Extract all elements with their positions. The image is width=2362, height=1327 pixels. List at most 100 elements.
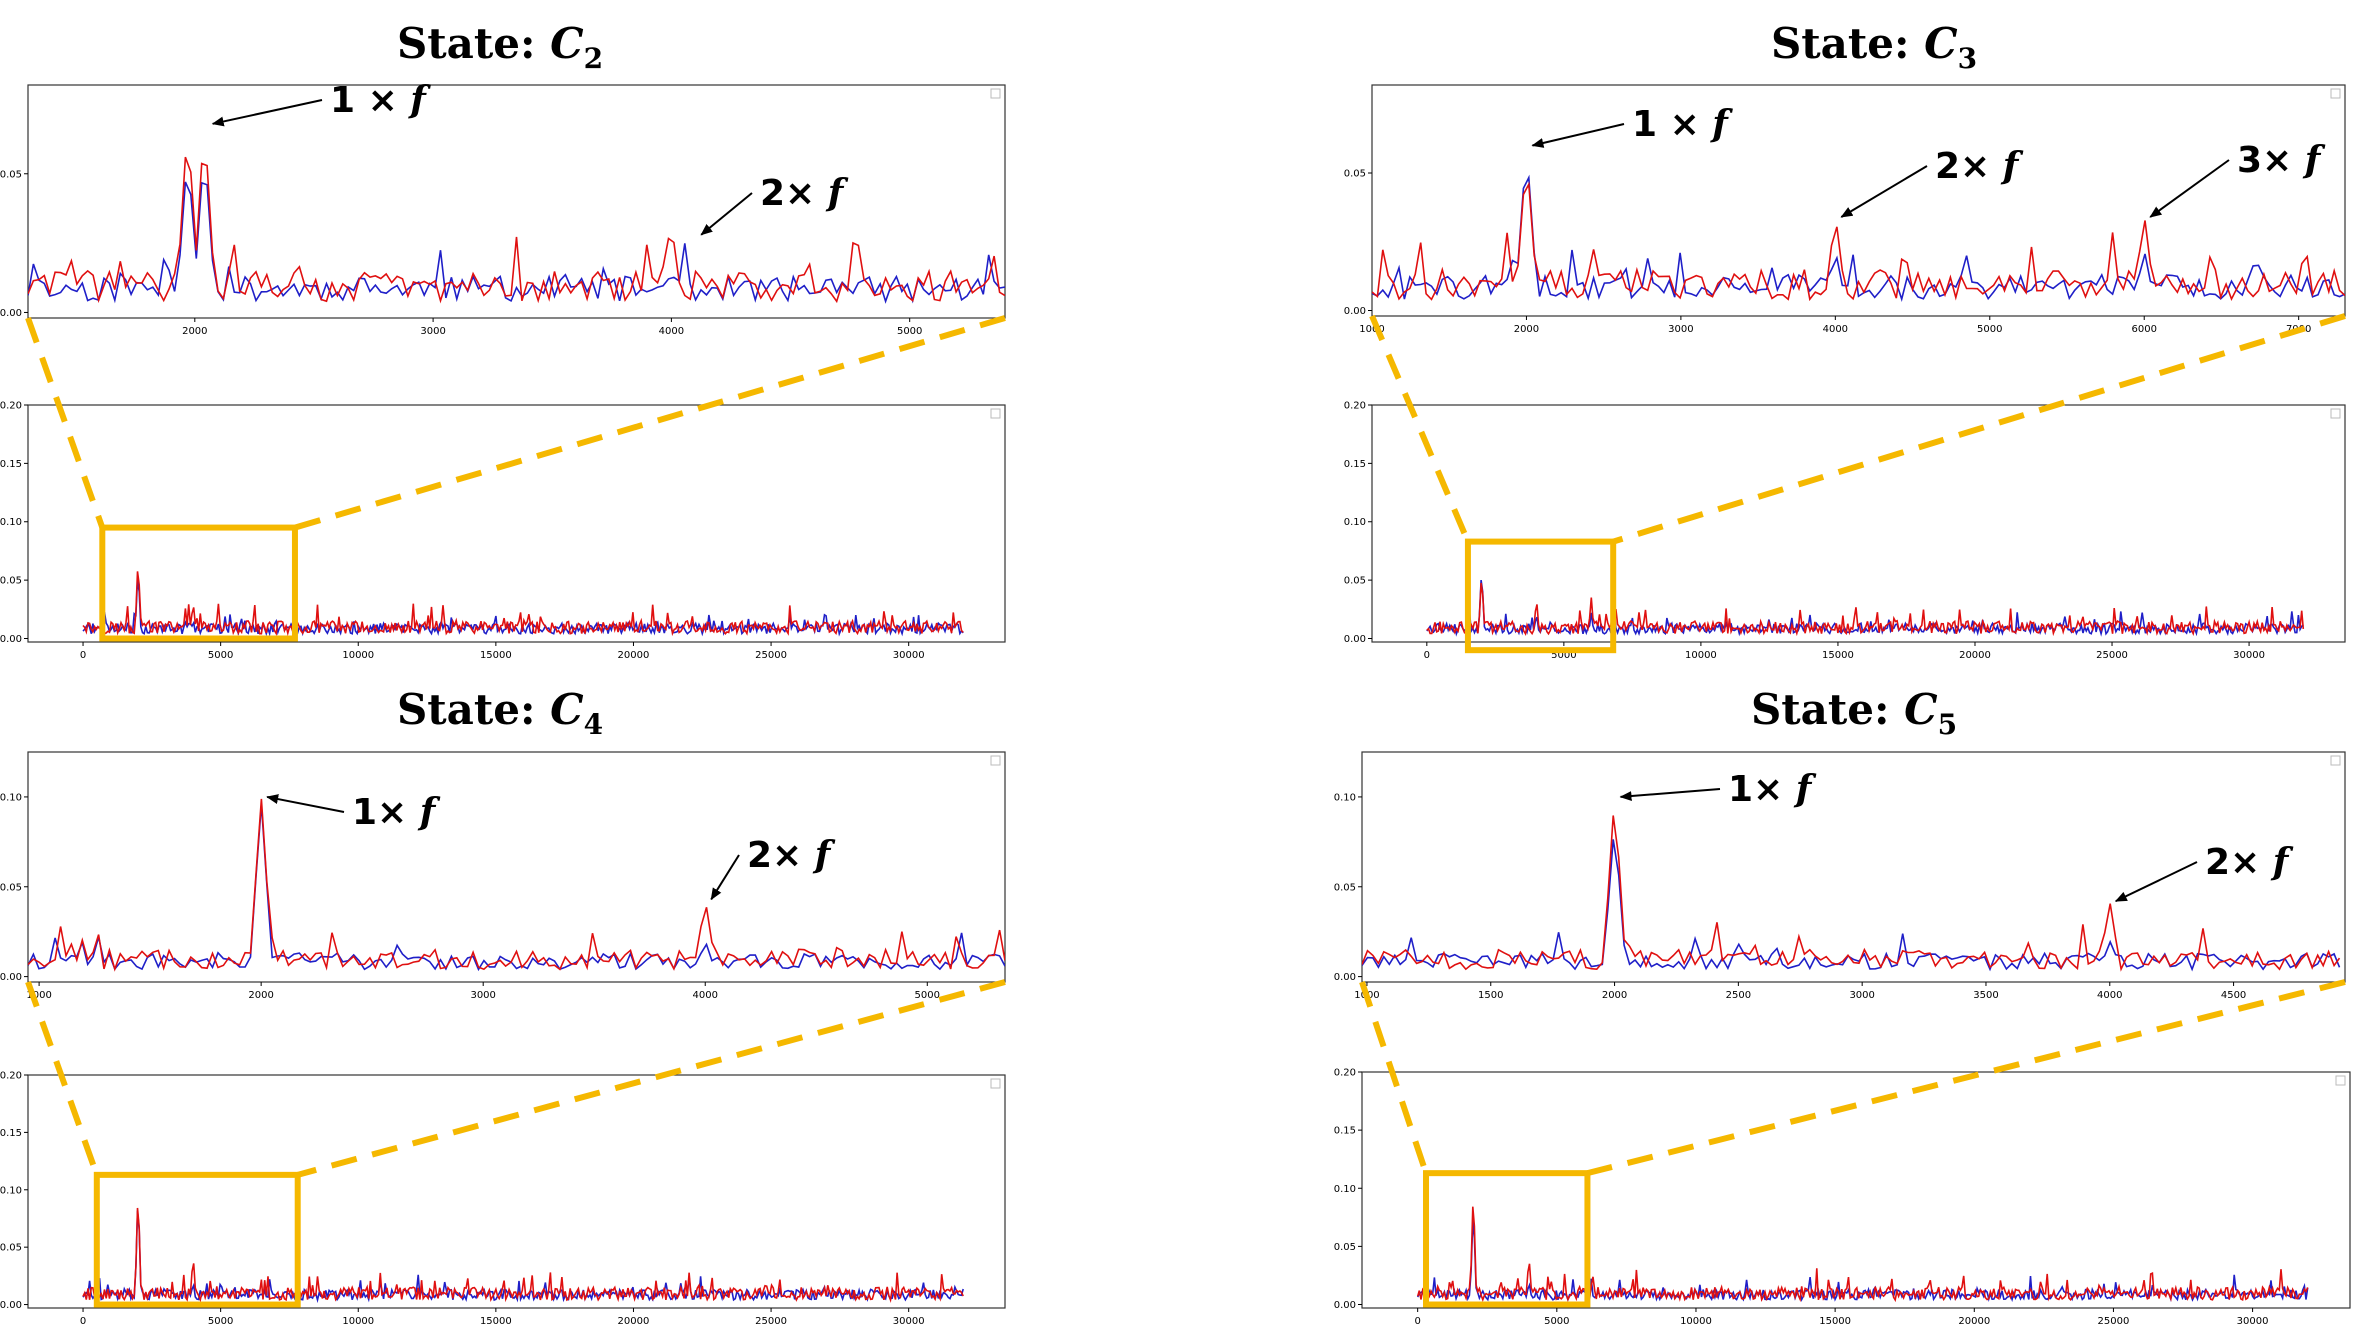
legend-box: [2330, 755, 2341, 766]
x-tick-label: 10000: [1685, 650, 1717, 661]
series-line-red: [1416, 1206, 2309, 1303]
harmonic-annotation: 2× f: [2205, 841, 2294, 883]
panel-title: State: C2: [397, 19, 603, 75]
plot-frame: [27, 404, 1006, 643]
x-tick-label: 20000: [1958, 1316, 1990, 1327]
x-tick-label: 25000: [2096, 650, 2128, 661]
overview-plot: 0 5000 10000 15000 20000 25000 30000 0.00 0.05 0.…: [0, 1071, 1006, 1327]
x-tick-label: 30000: [893, 650, 925, 661]
annotation-arrow: [710, 854, 740, 901]
y-tick-label: 0.05: [1344, 576, 1366, 587]
x-tick-label: 6000: [2131, 324, 2156, 335]
x-tick-label: 15000: [1819, 1316, 1851, 1327]
x-tick-label: 20000: [1959, 650, 1991, 661]
x-tick-label: 15000: [480, 1316, 512, 1327]
x-tick-label: 4000: [1823, 324, 1848, 335]
plot-frame: [27, 1074, 1006, 1309]
x-tick-label: 5000: [1551, 650, 1576, 661]
legend-box: [990, 1078, 1001, 1089]
x-tick-label: 10000: [1680, 1316, 1712, 1327]
x-tick-label: 4000: [693, 990, 718, 1001]
y-tick-label: 0.10: [1334, 1184, 1356, 1195]
x-tick-label: 0: [80, 650, 86, 661]
y-tick-label: 0.15: [0, 459, 22, 470]
y-tick-label: 0.00: [1334, 1300, 1356, 1311]
harmonic-annotation: 1× f: [352, 791, 441, 833]
harmonic-annotation: 2× f: [747, 834, 836, 876]
y-tick-label: 0.20: [0, 1071, 22, 1082]
annotation-arrow: [266, 794, 345, 813]
series-line-red: [28, 156, 1005, 304]
y-tick-label: 0.00: [0, 1300, 22, 1311]
x-tick-label: 5000: [208, 650, 233, 661]
annotation-arrow: [2114, 861, 2198, 903]
y-tick-label: 0.05: [0, 1243, 22, 1254]
legend-box: [990, 408, 1001, 419]
series-line-red: [82, 1207, 964, 1303]
annotation-arrow: [211, 99, 323, 127]
zoom-plot: 2000 3000 4000 5000 0.00 0.05: [0, 84, 1006, 337]
x-tick-label: 5000: [208, 1316, 233, 1327]
y-tick-label: 0.15: [1334, 1126, 1356, 1137]
x-tick-label: 10000: [342, 1316, 374, 1327]
y-tick-label: 0.05: [0, 576, 22, 587]
y-tick-label: 0.00: [1344, 306, 1366, 317]
zoom-region-box: [1423, 1170, 1591, 1308]
x-tick-label: 5000: [897, 326, 922, 337]
plot-frame: [1371, 404, 2346, 643]
x-tick-label: 1500: [1478, 990, 1503, 1001]
harmonic-annotation: 1× f: [1728, 768, 1817, 810]
x-tick-label: 0: [1424, 650, 1430, 661]
x-tick-label: 2000: [1514, 324, 1539, 335]
overview-plot: 0 5000 10000 15000 20000 25000 30000 0.00 0.05 0.…: [1334, 1068, 2351, 1327]
y-tick-label: 0.05: [1334, 882, 1356, 893]
x-tick-label: 30000: [2233, 650, 2265, 661]
zoom-region-box: [1464, 538, 1617, 654]
x-tick-label: 3000: [420, 326, 445, 337]
x-tick-label: 2000: [182, 326, 207, 337]
zoom-connector-left: [1359, 981, 1429, 1175]
y-tick-label: 0.05: [1344, 169, 1366, 180]
plot-frame: [1361, 1071, 2351, 1309]
annotation-arrow: [700, 192, 753, 236]
y-tick-label: 0.10: [0, 792, 22, 803]
series-line-blue: [1426, 579, 2304, 637]
y-tick-label: 0.00: [1334, 972, 1356, 983]
series-line-blue: [28, 804, 1005, 972]
x-tick-label: 3000: [1849, 990, 1874, 1001]
x-tick-label: 30000: [893, 1316, 925, 1327]
y-tick-label: 0.00: [0, 634, 22, 645]
zoom-connector-right: [296, 979, 1006, 1178]
x-tick-label: 20000: [618, 1316, 650, 1327]
harmonic-annotation: 2× f: [1935, 145, 2024, 187]
series-line-red: [1372, 181, 2345, 302]
panel-title: State: C4: [397, 685, 603, 741]
harmonic-annotation: 1 × f: [330, 79, 431, 121]
y-tick-label: 0.20: [1334, 1068, 1356, 1079]
y-tick-label: 0.05: [1334, 1242, 1356, 1253]
harmonic-annotation: 2× f: [760, 172, 849, 214]
series-line-red: [82, 571, 964, 637]
y-tick-label: 0.20: [0, 401, 22, 412]
x-tick-label: 15000: [1822, 650, 1854, 661]
y-tick-label: 0.20: [1344, 401, 1366, 412]
x-tick-label: 3000: [470, 990, 495, 1001]
annotation-arrow: [1840, 165, 1928, 218]
x-tick-label: 5000: [1544, 1316, 1569, 1327]
x-tick-label: 20000: [618, 650, 650, 661]
x-tick-label: 2000: [1602, 990, 1627, 1001]
x-tick-label: 25000: [755, 650, 787, 661]
zoom-plot: 10002000300040005000600070000.000.05: [1344, 84, 2346, 335]
x-tick-label: 0: [80, 1316, 86, 1327]
y-tick-label: 0.00: [0, 308, 22, 319]
x-tick-label: 5000: [1977, 324, 2002, 335]
y-tick-label: 0.10: [0, 517, 22, 528]
y-tick-label: 0.10: [0, 1185, 22, 1196]
x-tick-label: 5000: [915, 990, 940, 1001]
annotation-arrow: [1531, 123, 1625, 148]
legend-box: [990, 755, 1001, 766]
overview-plot: 0 5000 10000 15000 20000 25000 30000 0.00 0.05 0.…: [0, 401, 1006, 661]
zoom-connector-left: [25, 980, 100, 1176]
x-tick-label: 4000: [2097, 990, 2122, 1001]
x-tick-label: 25000: [2098, 1316, 2130, 1327]
